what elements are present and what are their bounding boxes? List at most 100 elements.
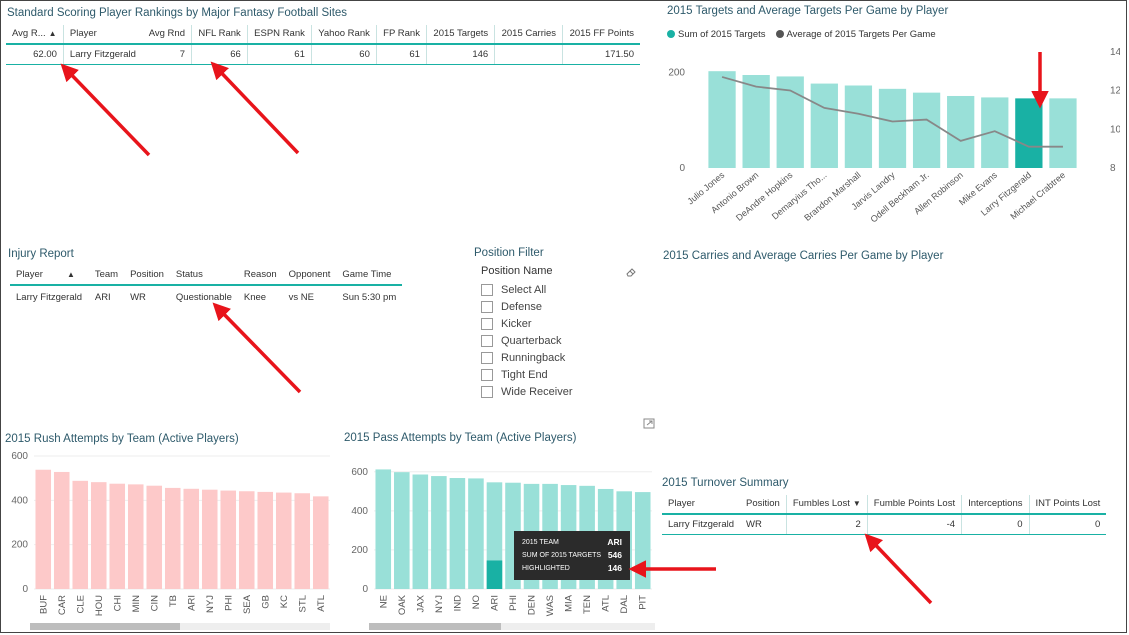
cell-carries: [494, 44, 563, 65]
bar: [1049, 98, 1077, 168]
col-espn-rank[interactable]: ESPN Rank: [247, 25, 312, 45]
bar: [220, 490, 237, 589]
col-targets[interactable]: 2015 Targets: [426, 25, 496, 45]
checkbox[interactable]: [481, 369, 493, 381]
cell-injury-position: WR: [130, 292, 146, 303]
col-carries[interactable]: 2015 Carries: [494, 25, 563, 45]
x-tick-label: PHI: [223, 595, 234, 611]
turnover-table: Player Position Fumbles Lost ▼ Fumble Poi…: [662, 495, 1107, 535]
x-tick-label: PIT: [638, 595, 649, 610]
filter-option-runningback[interactable]: Runningback: [481, 352, 565, 364]
col-fumbles-lost[interactable]: Fumbles Lost ▼: [786, 495, 868, 515]
col-avg-r[interactable]: Avg R... ▲: [6, 25, 64, 45]
y-tick-label: 600: [351, 467, 368, 478]
filter-option-defense[interactable]: Defense: [481, 301, 542, 313]
triangle-down-icon[interactable]: ▼: [852, 499, 861, 508]
table-row[interactable]: 62.00 Larry Fitzgerald 7 66 61 60 61 146…: [6, 44, 640, 65]
col-turnover-position[interactable]: Position: [740, 495, 787, 515]
targets-chart-title: 2015 Targets and Average Targets Per Gam…: [667, 5, 949, 17]
col-player[interactable]: Player: [63, 25, 143, 45]
col-yahoo-rank[interactable]: Yahoo Rank: [311, 25, 377, 45]
x-tick-label: CIN: [149, 595, 160, 612]
checkbox[interactable]: [481, 301, 493, 313]
focus-mode-icon[interactable]: [643, 418, 655, 429]
checkbox[interactable]: [481, 318, 493, 330]
rush-scrollbar[interactable]: [30, 623, 330, 630]
cell-injury-opponent: vs NE: [288, 292, 314, 303]
cell-espn-rank: 61: [247, 44, 312, 65]
cell-ff-points: 171.50: [562, 44, 640, 65]
filter-option-wide-receiver[interactable]: Wide Receiver: [481, 386, 573, 398]
filter-option-quarterback[interactable]: Quarterback: [481, 335, 562, 347]
annotation-arrow: [212, 302, 302, 394]
eraser-icon[interactable]: [625, 266, 637, 278]
col-turnover-player[interactable]: Player: [662, 495, 740, 515]
bar: [238, 491, 255, 589]
bar: [312, 496, 329, 589]
col-injury-opponent[interactable]: Opponent: [282, 266, 337, 286]
col-fumble-points-lost[interactable]: Fumble Points Lost: [867, 495, 963, 515]
y-tick-label: 400: [351, 506, 368, 517]
checkbox[interactable]: [481, 284, 493, 296]
annotation-arrow: [60, 63, 151, 157]
x-tick-label: ARI: [186, 595, 197, 611]
scrollbar-thumb[interactable]: [30, 623, 180, 630]
x-tick-label: BUF: [38, 595, 49, 614]
x-tick-label: NE: [378, 595, 389, 608]
col-nfl-rank[interactable]: NFL Rank: [191, 25, 248, 45]
col-int-points-lost[interactable]: INT Points Lost: [1029, 495, 1107, 515]
triangle-up-icon[interactable]: ▲: [66, 270, 75, 279]
bar: [844, 85, 873, 168]
col-injury-team[interactable]: Team: [88, 266, 125, 286]
scrollbar-thumb[interactable]: [369, 623, 501, 630]
col-ff-points[interactable]: 2015 FF Points: [562, 25, 640, 45]
filter-option-kicker[interactable]: Kicker: [481, 318, 532, 330]
bar: [257, 491, 274, 589]
col-injury-player[interactable]: Player ▲: [10, 266, 89, 286]
y2-tick-label: 14: [1110, 47, 1120, 58]
triangle-up-icon[interactable]: ▲: [48, 29, 57, 38]
position-filter-header: Position Name: [481, 265, 553, 277]
table-row[interactable]: Larry Fitzgerald WR 2 -4 0 0: [662, 514, 1107, 535]
annotation-arrow: [864, 533, 933, 605]
checkbox[interactable]: [481, 386, 493, 398]
col-injury-reason[interactable]: Reason: [237, 266, 283, 286]
cell-injury-game-time: Sun 5:30 pm: [342, 292, 397, 303]
bar: [1015, 98, 1043, 168]
x-tick-label: JAX: [415, 594, 426, 612]
legend-item-avg-targets[interactable]: Average of 2015 Targets Per Game: [775, 29, 936, 40]
x-tick-label: DEN: [527, 595, 538, 615]
targets-legend: Sum of 2015 Targets Average of 2015 Targ…: [667, 29, 936, 40]
cell-injury-player: Larry Fitzgerald: [16, 292, 82, 303]
y-tick-label: 200: [11, 540, 28, 551]
pass-scrollbar[interactable]: [369, 623, 655, 630]
col-avg-rnd[interactable]: Avg Rnd: [142, 25, 192, 45]
legend-item-targets[interactable]: Sum of 2015 Targets: [667, 29, 766, 40]
table-row[interactable]: Larry Fitzgerald ARI WR Questionable Kne…: [10, 285, 402, 307]
cell-injury-team: ARI: [94, 292, 111, 303]
col-interceptions[interactable]: Interceptions: [961, 495, 1030, 515]
col-fp-rank[interactable]: FP Rank: [376, 25, 427, 45]
cell-fumbles-lost: 2: [786, 514, 868, 535]
rush-chart: 0 200 400 600 BUF CAR CLE HOU CHI MIN CIN TB ARI NYJ P…: [11, 451, 330, 616]
filter-option-tight-end[interactable]: Tight End: [481, 369, 548, 381]
tooltip-label: 2015 TEAM: [522, 539, 559, 546]
annotation-arrow: [210, 61, 300, 155]
col-injury-game-time[interactable]: Game Time: [336, 266, 403, 286]
y2-tick-label: 12: [1110, 86, 1120, 97]
injury-title: Injury Report: [8, 248, 74, 260]
checkbox[interactable]: [481, 335, 493, 347]
filter-option-select-all[interactable]: Select All: [481, 284, 546, 296]
x-tick-label: SEA: [242, 594, 253, 614]
injury-table: Player ▲ Team Position Status Reason Oppo…: [10, 266, 403, 307]
col-injury-position[interactable]: Position: [124, 266, 170, 286]
rush-chart-title: 2015 Rush Attempts by Team (Active Playe…: [5, 433, 239, 445]
col-injury-status[interactable]: Status: [169, 266, 238, 286]
cell-yahoo-rank: 60: [311, 44, 377, 65]
y2-tick-label: 8: [1110, 163, 1116, 174]
x-tick-label: PHI: [508, 595, 519, 611]
bar: [708, 71, 736, 168]
bar: [449, 478, 466, 589]
checkbox[interactable]: [481, 352, 493, 364]
